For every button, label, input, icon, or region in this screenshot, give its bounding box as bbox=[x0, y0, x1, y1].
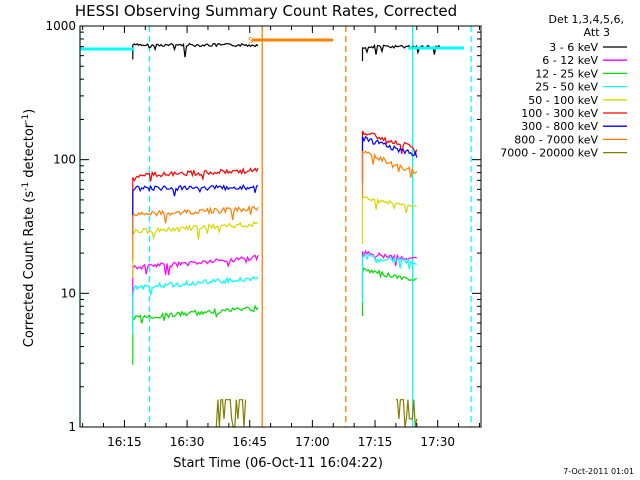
plot-frame bbox=[79, 25, 482, 428]
series-3-segment-1 bbox=[361, 253, 418, 303]
saa-marker-label: S bbox=[248, 36, 253, 45]
footer-date: 7-Oct-2011 01:01 bbox=[563, 467, 634, 476]
legend-label-8: 7000 - 20000 keV bbox=[500, 147, 598, 160]
y-tick-label-1: 10 bbox=[61, 286, 76, 300]
time-marker-lines bbox=[79, 26, 472, 427]
series-1-segment-0 bbox=[132, 254, 259, 315]
y-axis-label: Corrected Count Rate (s-1 detector-1) bbox=[21, 109, 37, 347]
x-tick-label-2: 16:45 bbox=[232, 435, 267, 449]
legend-label-1: 6 - 12 keV bbox=[542, 54, 598, 67]
y-tick-label-3: 1000 bbox=[45, 19, 76, 33]
series-7-segment-0 bbox=[132, 204, 259, 261]
x-tick-label-5: 17:30 bbox=[420, 435, 455, 449]
series-0-segment-1 bbox=[361, 43, 443, 62]
x-tick-label-0: 16:15 bbox=[107, 435, 142, 449]
x-tick-label-3: 17:00 bbox=[295, 435, 330, 449]
x-tick-label-1: 16:30 bbox=[170, 435, 205, 449]
series-6-segment-1 bbox=[361, 135, 418, 185]
legend-label-6: 300 - 800 keV bbox=[521, 120, 598, 133]
x-axis-label: Start Time (06-Oct-11 16:04:22) bbox=[173, 456, 383, 471]
y-tick-label-2: 100 bbox=[53, 153, 76, 167]
series-4-segment-1 bbox=[361, 195, 417, 244]
series-layer bbox=[132, 42, 443, 428]
legend-label-5: 100 - 300 keV bbox=[521, 107, 598, 120]
series-6-segment-0 bbox=[132, 183, 259, 235]
series-4-segment-0 bbox=[132, 221, 259, 278]
series-2-segment-0 bbox=[132, 304, 259, 365]
legend-header-1: Det 1,3,4,5,6, bbox=[548, 13, 624, 26]
series-0-segment-0 bbox=[132, 42, 259, 60]
series-7-segment-1 bbox=[361, 150, 418, 198]
legend-label-7: 800 - 7000 keV bbox=[514, 133, 598, 146]
legend-label-0: 3 - 6 keV bbox=[549, 41, 598, 54]
legend-label-4: 50 - 100 keV bbox=[528, 94, 598, 107]
series-8-segment-1 bbox=[395, 399, 418, 428]
y-tick-label-0: 1 bbox=[68, 420, 76, 434]
chart-title: HESSI Observing Summary Count Rates, Cor… bbox=[75, 2, 457, 20]
series-5-segment-0 bbox=[132, 167, 259, 222]
axis-ticks: 16:15 16:30 16:45 17:00 17:15 17:30 1 10 100 1000 bbox=[45, 19, 481, 449]
series-8-segment-0 bbox=[215, 399, 247, 428]
legend-header-2: Att 3 bbox=[584, 26, 610, 39]
legend-label-2: 12 - 25 keV bbox=[535, 67, 598, 80]
series-2-segment-1 bbox=[361, 267, 417, 317]
series-5-segment-1 bbox=[361, 130, 418, 179]
x-tick-label-4: 17:15 bbox=[358, 435, 393, 449]
series-3-segment-0 bbox=[132, 275, 259, 335]
legend-label-3: 25 - 50 keV bbox=[535, 81, 598, 94]
